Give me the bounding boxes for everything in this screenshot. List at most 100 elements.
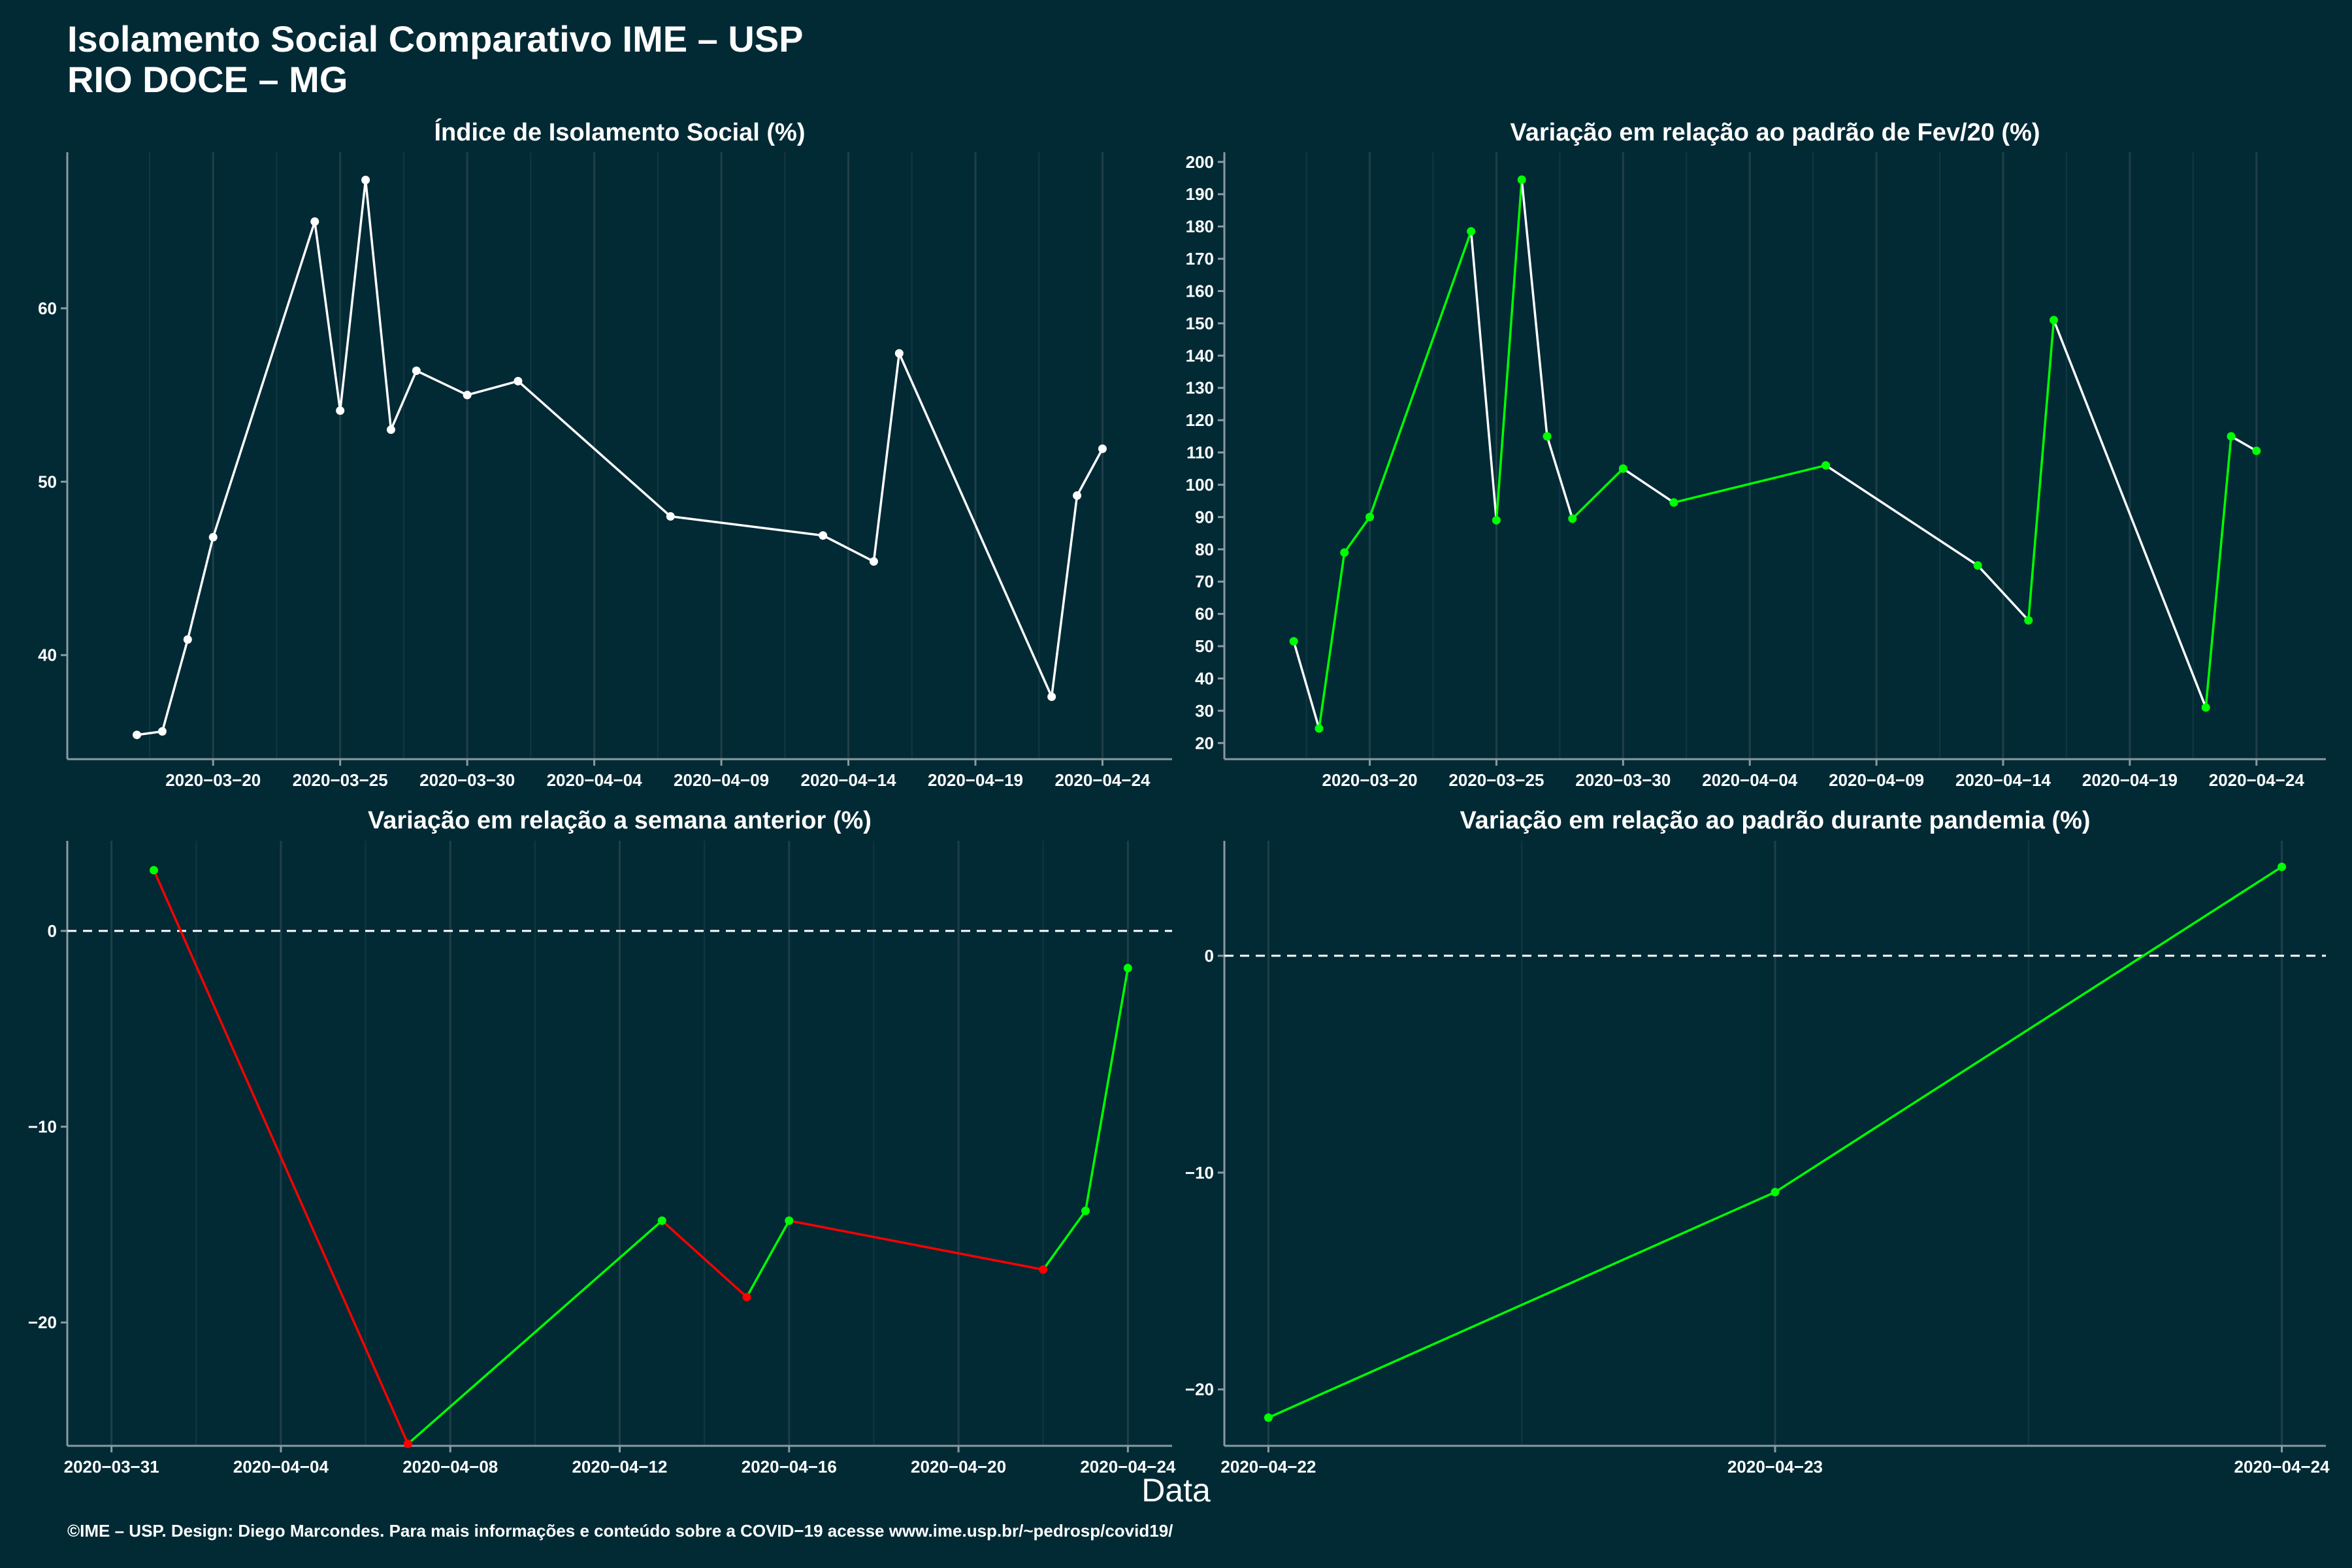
y-tick-label: 140 — [1186, 346, 1214, 365]
series-segment — [1042, 1210, 1086, 1271]
series-segment — [137, 730, 163, 736]
y-tick-label: 50 — [38, 472, 57, 491]
data-point — [1467, 227, 1476, 236]
series-segment — [1976, 564, 2030, 621]
y-tick-label: 30 — [1195, 701, 1214, 721]
y-tick-label: 90 — [1195, 507, 1214, 527]
page-title: Isolamento Social Comparativo IME – USP — [67, 18, 804, 59]
x-tick-label: 2020−04−12 — [572, 1457, 667, 1477]
data-point — [361, 175, 370, 184]
series-segment — [161, 639, 189, 732]
y-tick-label: 190 — [1186, 184, 1214, 204]
series-segment — [1622, 467, 1674, 504]
panel-title-previous-week: Variação em relação a semana anterior (%… — [368, 807, 872, 834]
series-segment — [212, 221, 316, 538]
data-point — [1039, 1265, 1048, 1274]
x-tick-label: 2020−04−20 — [911, 1457, 1006, 1477]
series-segment — [152, 870, 409, 1445]
data-point — [208, 532, 218, 542]
x-tick-label: 2020−03−30 — [419, 770, 515, 790]
series-segment — [670, 515, 823, 537]
x-tick-label: 2020−04−08 — [402, 1457, 498, 1477]
y-tick-label: 200 — [1186, 152, 1214, 172]
series-segment — [1774, 866, 2283, 1194]
x-axis-label: Data — [1141, 1472, 1211, 1509]
data-point — [183, 635, 192, 644]
y-tick-label: −10 — [28, 1117, 57, 1137]
data-point — [1073, 491, 1082, 500]
x-tick-label: 2020−04−24 — [2209, 770, 2305, 790]
series-segment — [2052, 319, 2207, 708]
x-tick-label: 2020−04−19 — [2082, 770, 2178, 790]
x-tick-label: 2020−03−25 — [293, 770, 388, 790]
data-point — [1264, 1413, 1273, 1422]
y-tick-label: 150 — [1186, 314, 1214, 333]
data-point — [1315, 724, 1324, 733]
x-tick-label: 2020−04−22 — [1220, 1457, 1316, 1477]
data-point — [133, 730, 142, 740]
data-point — [2024, 616, 2033, 625]
panel-title-isolation-index: Índice de Isolamento Social (%) — [434, 118, 805, 146]
x-tick-label: 2020−03−20 — [1322, 770, 1418, 790]
data-point — [894, 349, 904, 358]
data-point — [149, 866, 158, 875]
data-point — [1618, 464, 1627, 473]
data-point — [1365, 512, 1375, 521]
series-segment — [517, 380, 672, 517]
x-tick-label: 2020−04−04 — [547, 770, 643, 790]
series-segment — [1050, 495, 1079, 697]
series-segment — [1571, 468, 1624, 520]
series-segment — [1825, 464, 1979, 566]
series-segment — [1084, 968, 1130, 1211]
y-tick-label: 80 — [1195, 540, 1214, 559]
y-tick-label: −20 — [1185, 1380, 1214, 1399]
x-tick-label: 2020−04−19 — [928, 770, 1023, 790]
x-tick-label: 2020−04−24 — [1054, 770, 1151, 790]
y-tick-label: 180 — [1186, 217, 1214, 237]
series-segment — [314, 221, 342, 411]
x-tick-label: 2020−03−25 — [1448, 770, 1544, 790]
y-tick-label: −20 — [28, 1313, 57, 1332]
data-point — [2278, 862, 2287, 872]
series-segment — [466, 380, 519, 397]
data-point — [1543, 432, 1552, 441]
data-point — [1340, 548, 1349, 557]
data-point — [657, 1216, 666, 1225]
x-tick-label: 2020−04−14 — [801, 770, 897, 790]
y-tick-label: 0 — [1205, 946, 1214, 966]
series-segment — [898, 353, 1053, 698]
x-tick-label: 2020−03−20 — [165, 770, 261, 790]
data-point — [386, 425, 395, 434]
series-segment — [2027, 319, 2055, 621]
y-tick-label: 70 — [1195, 572, 1214, 591]
panel-isolation-index: Índice de Isolamento Social (%) 2020−03−2… — [38, 118, 1172, 790]
data-point — [157, 727, 167, 736]
x-tick-label: 2020−04−23 — [1727, 1457, 1823, 1477]
x-tick-label: 2020−04−09 — [1829, 770, 1924, 790]
data-point — [2227, 432, 2236, 441]
series-segment — [389, 370, 417, 431]
y-tick-label: 100 — [1186, 475, 1214, 495]
series-segment — [416, 369, 468, 397]
page-subtitle: RIO DOCE – MG — [67, 59, 348, 100]
y-tick-label: 120 — [1186, 410, 1214, 430]
series-segment — [2204, 436, 2232, 708]
panel-previous-week: Variação em relação a semana anterior (%… — [28, 807, 1176, 1477]
data-point — [336, 406, 345, 415]
x-tick-label: 2020−04−09 — [674, 770, 769, 790]
data-point — [1289, 637, 1298, 646]
y-tick-label: 0 — [48, 921, 57, 941]
series-segment — [1673, 464, 1826, 504]
panel-title-feb-baseline: Variação em relação ao padrão de Fev/20 … — [1510, 119, 2040, 146]
y-tick-label: −10 — [1185, 1163, 1214, 1183]
data-point — [819, 531, 828, 540]
series-segment — [1343, 516, 1371, 553]
y-tick-label: 110 — [1186, 443, 1214, 463]
data-point — [310, 217, 319, 226]
data-point — [2201, 703, 2210, 712]
data-point — [1098, 444, 1107, 453]
series-segment — [1318, 552, 1346, 729]
y-tick-label: 60 — [1195, 604, 1214, 624]
data-point — [1973, 561, 1982, 570]
data-point — [666, 512, 675, 521]
